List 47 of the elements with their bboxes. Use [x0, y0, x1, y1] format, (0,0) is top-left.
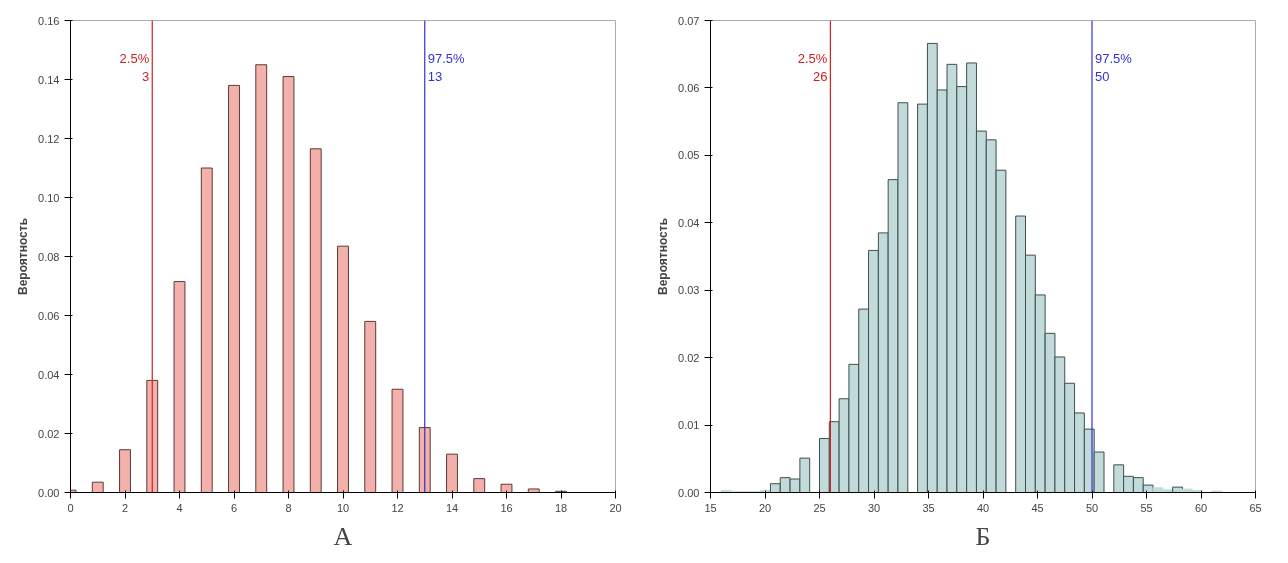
y-tick-label: 0.02	[678, 351, 700, 364]
text: А	[333, 521, 353, 551]
y-tick-label: 0.01	[678, 419, 700, 432]
x-tick-label: 15	[704, 501, 717, 514]
ref-line-label: 2.5% 26	[797, 51, 828, 85]
y-tick-label: 0.16	[38, 14, 60, 27]
y-tick-label: 0.14	[38, 73, 60, 86]
x-tick-label: 50	[1085, 501, 1099, 514]
y-tick-label: 0.02	[38, 427, 60, 440]
x-tick-label: 8	[285, 501, 292, 514]
y-tick-label: 0.04	[678, 216, 700, 229]
x-tick-label: 0	[67, 501, 74, 514]
y-tick-label: 0.00	[38, 486, 60, 499]
x-tick-label: 18	[554, 501, 568, 514]
y-tick-label: 0.12	[38, 132, 60, 145]
y-tick-label: 0.00	[678, 486, 700, 499]
y-axis-title: Вероятность	[16, 217, 31, 296]
x-tick-label: 12	[391, 501, 404, 514]
x-tick-label: 60	[1194, 501, 1208, 514]
ref-line-label: 97.5% 50	[1095, 51, 1133, 85]
y-tick-label: 0.03	[678, 284, 700, 297]
x-tick-label: 45	[1031, 501, 1044, 514]
x-tick-label: 4	[176, 501, 183, 514]
ref-line-label: 97.5% 13	[427, 51, 466, 85]
text: Б	[975, 521, 991, 551]
y-tick-label: 0.10	[38, 191, 60, 204]
x-tick-label: 30	[867, 501, 881, 514]
x-tick-label: 2	[121, 501, 129, 514]
x-tick-label: 20	[758, 501, 772, 514]
x-tick-label: 65	[1249, 501, 1262, 514]
y-axis-title: Вероятность	[656, 217, 671, 296]
y-tick-label: 0.06	[38, 309, 60, 322]
y-tick-label: 0.07	[678, 14, 700, 27]
y-tick-label: 0.08	[38, 250, 60, 263]
x-tick-label: 20	[609, 501, 622, 514]
x-tick-label: 10	[336, 501, 350, 514]
x-tick-label: 14	[445, 501, 459, 514]
ref-line-label: 2.5% 3	[119, 51, 150, 85]
x-tick-label: 6	[230, 501, 238, 514]
y-tick-label: 0.06	[678, 81, 700, 94]
y-tick-label: 0.04	[38, 368, 60, 381]
x-tick-label: 25	[813, 501, 826, 514]
x-tick-label: 16	[500, 501, 513, 514]
y-tick-label: 0.05	[678, 149, 700, 162]
x-tick-label: 55	[1140, 501, 1153, 514]
x-tick-label: 35	[922, 501, 935, 514]
x-tick-label: 40	[976, 501, 990, 514]
